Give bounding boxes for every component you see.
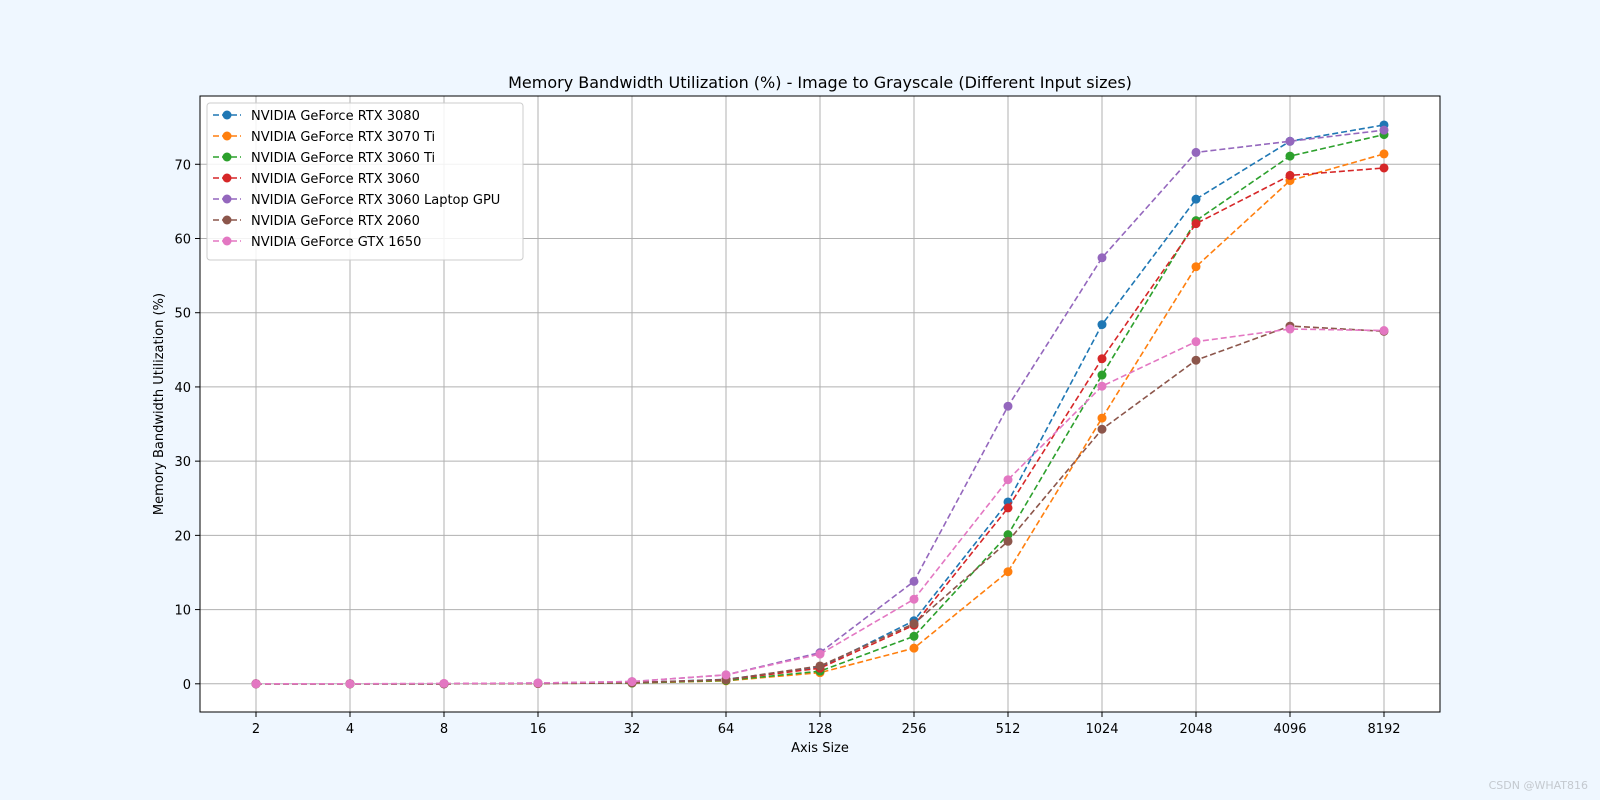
data-point	[533, 678, 543, 688]
x-tick-label: 2048	[1179, 722, 1212, 737]
data-point	[815, 661, 825, 671]
data-point	[1285, 151, 1295, 161]
y-tick-label: 60	[174, 232, 191, 247]
data-point	[1003, 475, 1013, 485]
data-point	[439, 678, 449, 688]
data-point	[1003, 567, 1013, 577]
legend-label: NVIDIA GeForce RTX 3060	[251, 172, 420, 187]
data-point	[1285, 324, 1295, 334]
x-tick-label: 4	[346, 722, 354, 737]
data-point	[345, 679, 355, 689]
data-point	[1003, 530, 1013, 540]
x-tick-label: 512	[996, 722, 1021, 737]
legend-label: NVIDIA GeForce RTX 2060	[251, 214, 420, 229]
legend-marker	[222, 236, 232, 246]
legend-item: NVIDIA GeForce RTX 3070 Ti	[213, 130, 435, 145]
legend-label: NVIDIA GeForce RTX 3080	[251, 109, 420, 124]
data-point	[1379, 125, 1389, 135]
y-tick-label: 10	[174, 604, 191, 619]
x-tick-label: 64	[718, 722, 735, 737]
y-tick-label: 40	[174, 381, 191, 396]
legend-item: NVIDIA GeForce GTX 1650	[213, 235, 421, 250]
x-tick-label: 8192	[1367, 722, 1400, 737]
data-point	[909, 576, 919, 586]
data-point	[1379, 326, 1389, 336]
ticks: 2 4 8 16 32 64 128 256 512 1024 2048 4096 8192 0 10 20 3…	[174, 158, 1400, 737]
y-tick-label: 50	[174, 307, 191, 322]
data-point	[1191, 147, 1201, 157]
legend-item: NVIDIA GeForce RTX 3060 Ti	[213, 151, 435, 166]
data-point	[1097, 354, 1107, 364]
data-point	[1191, 337, 1201, 347]
y-tick-label: 30	[174, 455, 191, 470]
data-point	[815, 649, 825, 659]
data-point	[1003, 401, 1013, 411]
legend-label: NVIDIA GeForce RTX 3070 Ti	[251, 130, 435, 145]
legend-item: NVIDIA GeForce RTX 3060 Laptop GPU	[213, 193, 500, 208]
data-point	[1379, 163, 1389, 173]
data-point	[909, 619, 919, 629]
y-tick-label: 0	[183, 678, 191, 693]
data-point	[1003, 503, 1013, 513]
x-tick-label: 256	[902, 722, 927, 737]
legend-marker	[222, 215, 232, 225]
x-tick-label: 2	[252, 722, 260, 737]
legend: NVIDIA GeForce RTX 3080 NVIDIA GeForce RT…	[206, 102, 524, 261]
chart-title: Memory Bandwidth Utilization (%) - Image…	[508, 73, 1132, 92]
legend-marker	[222, 131, 232, 141]
legend-marker	[222, 194, 232, 204]
legend-item: NVIDIA GeForce RTX 3080	[213, 109, 420, 124]
x-tick-label: 128	[808, 722, 833, 737]
y-tick-label: 70	[174, 158, 191, 173]
legend-label: NVIDIA GeForce RTX 3060 Ti	[251, 151, 435, 166]
x-tick-label: 16	[530, 722, 547, 737]
data-point	[1285, 170, 1295, 180]
data-point	[1097, 413, 1107, 423]
legend-marker	[222, 152, 232, 162]
data-point	[721, 670, 731, 680]
data-point	[1285, 136, 1295, 146]
data-point	[909, 643, 919, 653]
data-point	[909, 631, 919, 641]
x-tick-label: 1024	[1085, 722, 1118, 737]
legend-label: NVIDIA GeForce RTX 3060 Laptop GPU	[251, 193, 500, 208]
legend-label: NVIDIA GeForce GTX 1650	[251, 235, 421, 250]
data-point	[1191, 219, 1201, 229]
data-point	[1097, 424, 1107, 434]
watermark: CSDN @WHAT816	[1488, 779, 1588, 792]
data-point	[909, 594, 919, 604]
x-tick-label: 4096	[1273, 722, 1306, 737]
y-axis-label: Memory Bandwidth Utilization (%)	[152, 293, 167, 515]
data-point	[1191, 262, 1201, 272]
x-tick-label: 8	[440, 722, 448, 737]
data-point	[1191, 355, 1201, 365]
x-tick-label: 32	[624, 722, 641, 737]
data-point	[251, 679, 261, 689]
legend-marker	[222, 173, 232, 183]
data-point	[1097, 370, 1107, 380]
data-point	[627, 677, 637, 687]
legend-item: NVIDIA GeForce RTX 3060	[213, 172, 420, 187]
legend-box	[206, 102, 524, 261]
legend-item: NVIDIA GeForce RTX 2060	[213, 214, 420, 229]
data-point	[1097, 253, 1107, 263]
legend-marker	[222, 110, 232, 120]
data-point	[1097, 320, 1107, 330]
y-tick-label: 20	[174, 529, 191, 544]
series	[251, 324, 1389, 689]
series-layer	[251, 120, 1389, 689]
data-point	[1379, 149, 1389, 159]
data-point	[1097, 381, 1107, 391]
data-point	[1003, 536, 1013, 546]
x-axis-label: Axis Size	[791, 741, 849, 756]
data-point	[1191, 194, 1201, 204]
